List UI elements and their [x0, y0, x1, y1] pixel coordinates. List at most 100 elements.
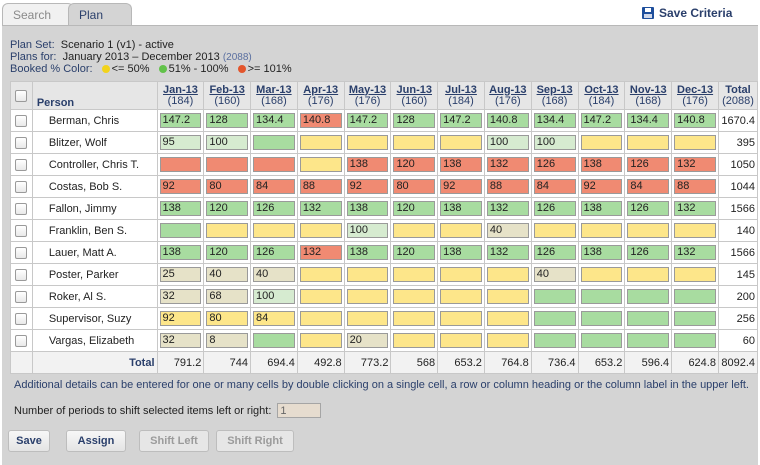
plan-cell[interactable]: 120 — [206, 245, 248, 260]
plan-cell[interactable]: 138 — [346, 201, 389, 216]
plan-cell[interactable]: 126 — [627, 201, 670, 216]
plan-cell[interactable]: 100 — [533, 135, 576, 150]
plan-cell[interactable] — [580, 289, 623, 304]
plan-cell[interactable] — [674, 267, 716, 282]
plan-cell[interactable] — [393, 135, 436, 150]
plan-cell[interactable]: 68 — [206, 289, 248, 304]
row-checkbox[interactable] — [15, 114, 28, 127]
plan-cell[interactable] — [533, 311, 576, 326]
tab-plan[interactable]: Plan — [68, 3, 132, 25]
plan-cell[interactable] — [253, 135, 295, 150]
plan-cell[interactable]: 147.2 — [440, 113, 482, 128]
plan-cell[interactable]: 140.8 — [299, 113, 342, 128]
plan-cell[interactable] — [674, 135, 716, 150]
plan-cell[interactable] — [299, 267, 342, 282]
plan-cell[interactable]: 88 — [674, 179, 716, 194]
month-header[interactable]: Jun-13 (160) — [390, 81, 439, 110]
plan-cell[interactable]: 20 — [346, 333, 389, 348]
row-checkbox[interactable] — [15, 158, 28, 171]
plan-cell[interactable]: 134.4 — [253, 113, 295, 128]
row-checkbox[interactable] — [15, 246, 28, 259]
plan-cell[interactable]: 32 — [159, 289, 202, 304]
plan-cell[interactable]: 126 — [627, 157, 670, 172]
plan-cell[interactable]: 138 — [159, 201, 202, 216]
plan-cell[interactable] — [159, 223, 202, 238]
plan-cell[interactable]: 132 — [299, 245, 342, 260]
month-header[interactable]: Jan-13 (184) — [156, 81, 205, 110]
plan-cell[interactable]: 95 — [159, 135, 202, 150]
shift-left-button[interactable]: Shift Left — [139, 430, 209, 452]
person-name[interactable]: Fallon, Jimmy — [31, 197, 158, 220]
plan-cell[interactable]: 126 — [533, 245, 576, 260]
plan-cell[interactable]: 92 — [440, 179, 482, 194]
plan-cell[interactable] — [674, 333, 716, 348]
plan-cell[interactable]: 92 — [159, 179, 202, 194]
plan-cell[interactable] — [486, 333, 529, 348]
assign-button[interactable]: Assign — [66, 430, 126, 452]
plan-cell[interactable]: 126 — [533, 157, 576, 172]
plan-cell[interactable]: 138 — [440, 201, 482, 216]
plan-cell[interactable]: 132 — [486, 245, 529, 260]
plan-cell[interactable]: 138 — [346, 157, 389, 172]
plan-cell[interactable] — [393, 289, 436, 304]
plan-cell[interactable]: 134.4 — [533, 113, 576, 128]
plan-cell[interactable] — [440, 333, 482, 348]
month-header[interactable]: Aug-13 (176) — [483, 81, 532, 110]
plan-cell[interactable]: 132 — [674, 245, 716, 260]
plan-cell[interactable]: 128 — [206, 113, 248, 128]
plan-cell[interactable] — [206, 157, 248, 172]
plan-cell[interactable]: 40 — [253, 267, 295, 282]
plan-cell[interactable]: 92 — [346, 179, 389, 194]
plan-cell[interactable] — [627, 333, 670, 348]
plan-cell[interactable]: 138 — [580, 157, 623, 172]
plan-cell[interactable]: 138 — [440, 245, 482, 260]
plan-cell[interactable]: 140.8 — [674, 113, 716, 128]
row-checkbox[interactable] — [15, 268, 28, 281]
plan-cell[interactable] — [393, 333, 436, 348]
plan-cell[interactable] — [533, 289, 576, 304]
plan-cell[interactable]: 120 — [393, 157, 436, 172]
plan-cell[interactable] — [627, 223, 670, 238]
row-checkbox[interactable] — [15, 180, 28, 193]
person-column-header[interactable]: Person — [31, 81, 158, 110]
plan-cell[interactable]: 147.2 — [346, 113, 389, 128]
plan-cell[interactable] — [627, 311, 670, 326]
month-header[interactable]: Dec-13 (176) — [671, 81, 719, 110]
plan-cell[interactable] — [486, 311, 529, 326]
plan-cell[interactable] — [440, 223, 482, 238]
plan-cell[interactable]: 32 — [159, 333, 202, 348]
tab-search[interactable]: Search — [2, 3, 74, 25]
row-checkbox[interactable] — [15, 202, 28, 215]
plan-cell[interactable] — [159, 157, 202, 172]
plan-cell[interactable] — [346, 135, 389, 150]
plan-cell[interactable] — [253, 223, 295, 238]
month-header[interactable]: Oct-13 (184) — [577, 81, 626, 110]
row-checkbox[interactable] — [15, 224, 28, 237]
select-all-checkbox[interactable] — [15, 89, 28, 102]
plan-cell[interactable] — [346, 267, 389, 282]
person-name[interactable]: Berman, Chris — [31, 109, 158, 132]
plan-cell[interactable]: 84 — [253, 179, 295, 194]
plan-cell[interactable] — [580, 333, 623, 348]
plan-cell[interactable] — [346, 311, 389, 326]
month-header[interactable]: Apr-13 (176) — [296, 81, 345, 110]
plan-cell[interactable]: 138 — [159, 245, 202, 260]
row-checkbox[interactable] — [15, 334, 28, 347]
month-header[interactable]: Mar-13 (168) — [250, 81, 298, 110]
plan-cell[interactable] — [346, 289, 389, 304]
person-name[interactable]: Franklin, Ben S. — [31, 219, 158, 242]
plan-cell[interactable]: 88 — [299, 179, 342, 194]
person-name[interactable]: Supervisor, Suzy — [31, 307, 158, 330]
plan-cell[interactable]: 25 — [159, 267, 202, 282]
plan-cell[interactable] — [253, 333, 295, 348]
plan-cell[interactable]: 147.2 — [580, 113, 623, 128]
plan-cell[interactable] — [299, 311, 342, 326]
plan-cell[interactable] — [533, 333, 576, 348]
plan-cell[interactable]: 40 — [486, 223, 529, 238]
plan-cell[interactable] — [393, 223, 436, 238]
plan-cell[interactable]: 140.8 — [486, 113, 529, 128]
plan-cell[interactable] — [393, 267, 436, 282]
plan-cell[interactable] — [627, 135, 670, 150]
plan-cell[interactable]: 120 — [393, 201, 436, 216]
plan-cell[interactable] — [299, 289, 342, 304]
